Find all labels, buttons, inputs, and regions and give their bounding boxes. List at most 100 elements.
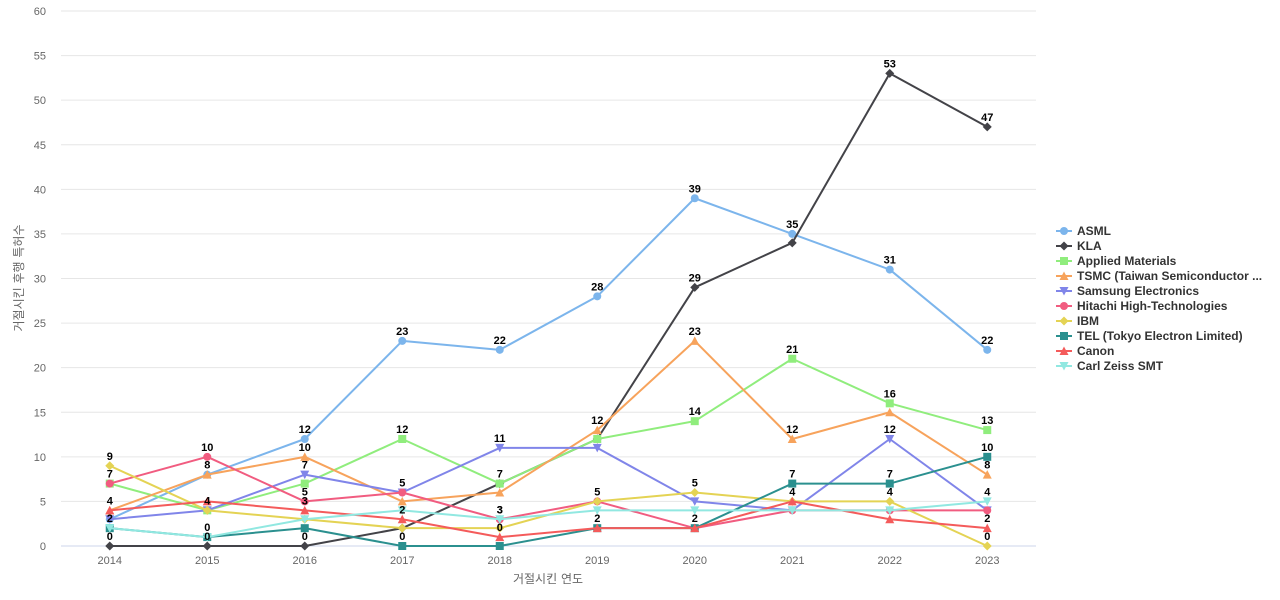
- y-tick-label: 20: [34, 363, 46, 375]
- data-label: 2: [107, 513, 113, 525]
- y-tick-label: 0: [40, 541, 46, 553]
- data-point: [495, 523, 505, 533]
- series-line: [108, 357, 989, 512]
- data-label: 4: [107, 495, 114, 507]
- data-label: 2: [594, 513, 600, 525]
- data-label: 0: [399, 531, 405, 543]
- legend-item-4: Samsung Electronics: [1056, 284, 1199, 298]
- data-point: [592, 443, 602, 453]
- data-point: [495, 345, 504, 354]
- data-label: 3: [497, 504, 503, 516]
- data-point: [983, 506, 992, 515]
- series-line: [108, 197, 989, 521]
- data-point: [300, 541, 310, 551]
- data-point: [885, 399, 894, 408]
- data-point: [105, 479, 114, 488]
- y-tick-label: 50: [34, 95, 46, 107]
- data-point: [202, 505, 212, 515]
- data-label: 22: [494, 335, 506, 347]
- series-lines: [105, 68, 992, 551]
- data-label: 5: [302, 486, 308, 498]
- data-point: [982, 541, 992, 551]
- legend-label: Canon: [1077, 344, 1114, 358]
- data-label: 0: [497, 522, 503, 534]
- data-point: [982, 122, 992, 132]
- data-label: 0: [204, 522, 210, 534]
- data-point: [983, 452, 992, 461]
- data-label: 47: [981, 112, 993, 124]
- data-point: [300, 497, 309, 506]
- data-label: 7: [789, 469, 795, 481]
- data-point: [592, 496, 602, 506]
- data-label: 11: [494, 433, 506, 445]
- data-point: [885, 435, 895, 444]
- data-label: 3: [302, 495, 308, 507]
- legend-label: Samsung Electronics: [1077, 284, 1199, 298]
- data-point: [495, 479, 504, 488]
- data-point: [690, 497, 700, 506]
- y-tick-label: 40: [34, 184, 46, 196]
- data-point: [787, 506, 797, 515]
- data-point: [690, 194, 699, 203]
- data-label: 8: [984, 460, 990, 472]
- y-axis-title: 거절시킨 후행 특허수: [11, 225, 26, 332]
- data-point: [690, 336, 700, 345]
- data-label: 0: [302, 531, 308, 543]
- series-3: [105, 336, 992, 515]
- data-label: 4: [789, 486, 796, 498]
- data-point: [885, 407, 895, 417]
- data-point: [202, 541, 212, 551]
- data-point: [495, 515, 505, 524]
- data-point: [300, 524, 309, 533]
- data-point: [300, 452, 310, 461]
- data-label: 7: [107, 469, 113, 481]
- data-label: 39: [689, 183, 701, 195]
- data-label: 21: [786, 344, 798, 356]
- x-tick-label: 2022: [878, 555, 902, 567]
- data-label: 2: [984, 513, 990, 525]
- data-point: [105, 515, 115, 524]
- y-tick-label: 35: [34, 229, 46, 241]
- data-label: 5: [399, 478, 405, 490]
- data-point: [202, 470, 212, 479]
- data-point: [398, 542, 407, 550]
- series-1: [105, 68, 992, 551]
- legend-symbol: [1059, 287, 1069, 296]
- data-point: [593, 435, 602, 443]
- data-label: 28: [591, 281, 603, 293]
- x-tick-label: 2023: [975, 555, 999, 567]
- data-point: [397, 506, 407, 515]
- data-point: [105, 461, 115, 471]
- data-point: [885, 514, 895, 524]
- data-point: [592, 506, 602, 515]
- data-label: 3: [497, 504, 503, 516]
- x-axis-title: 거절시킨 연도: [513, 572, 583, 586]
- data-point: [690, 417, 699, 426]
- data-label: 9: [107, 451, 113, 463]
- legend-symbol: [1059, 346, 1069, 355]
- series-line: [108, 438, 989, 521]
- legend-symbol: [1060, 332, 1068, 340]
- x-tick-label: 2017: [390, 555, 414, 567]
- data-label: 23: [689, 326, 701, 338]
- data-label: 7: [302, 460, 308, 472]
- legend-label: Applied Materials: [1077, 254, 1177, 268]
- data-label: 23: [396, 326, 408, 338]
- data-point: [983, 426, 992, 435]
- data-point: [787, 238, 797, 248]
- data-point: [495, 532, 505, 542]
- data-point: [788, 479, 797, 488]
- data-label: 13: [981, 415, 993, 427]
- data-point: [788, 229, 797, 238]
- series-line: [108, 500, 989, 539]
- data-point: [397, 514, 407, 524]
- legend-symbol: [1059, 316, 1069, 326]
- data-label: 4: [204, 495, 211, 507]
- data-point: [105, 541, 115, 551]
- series-line: [108, 339, 989, 512]
- data-point: [300, 479, 309, 488]
- series-2: [105, 354, 992, 515]
- data-label: 12: [786, 424, 798, 436]
- data-point: [787, 434, 797, 443]
